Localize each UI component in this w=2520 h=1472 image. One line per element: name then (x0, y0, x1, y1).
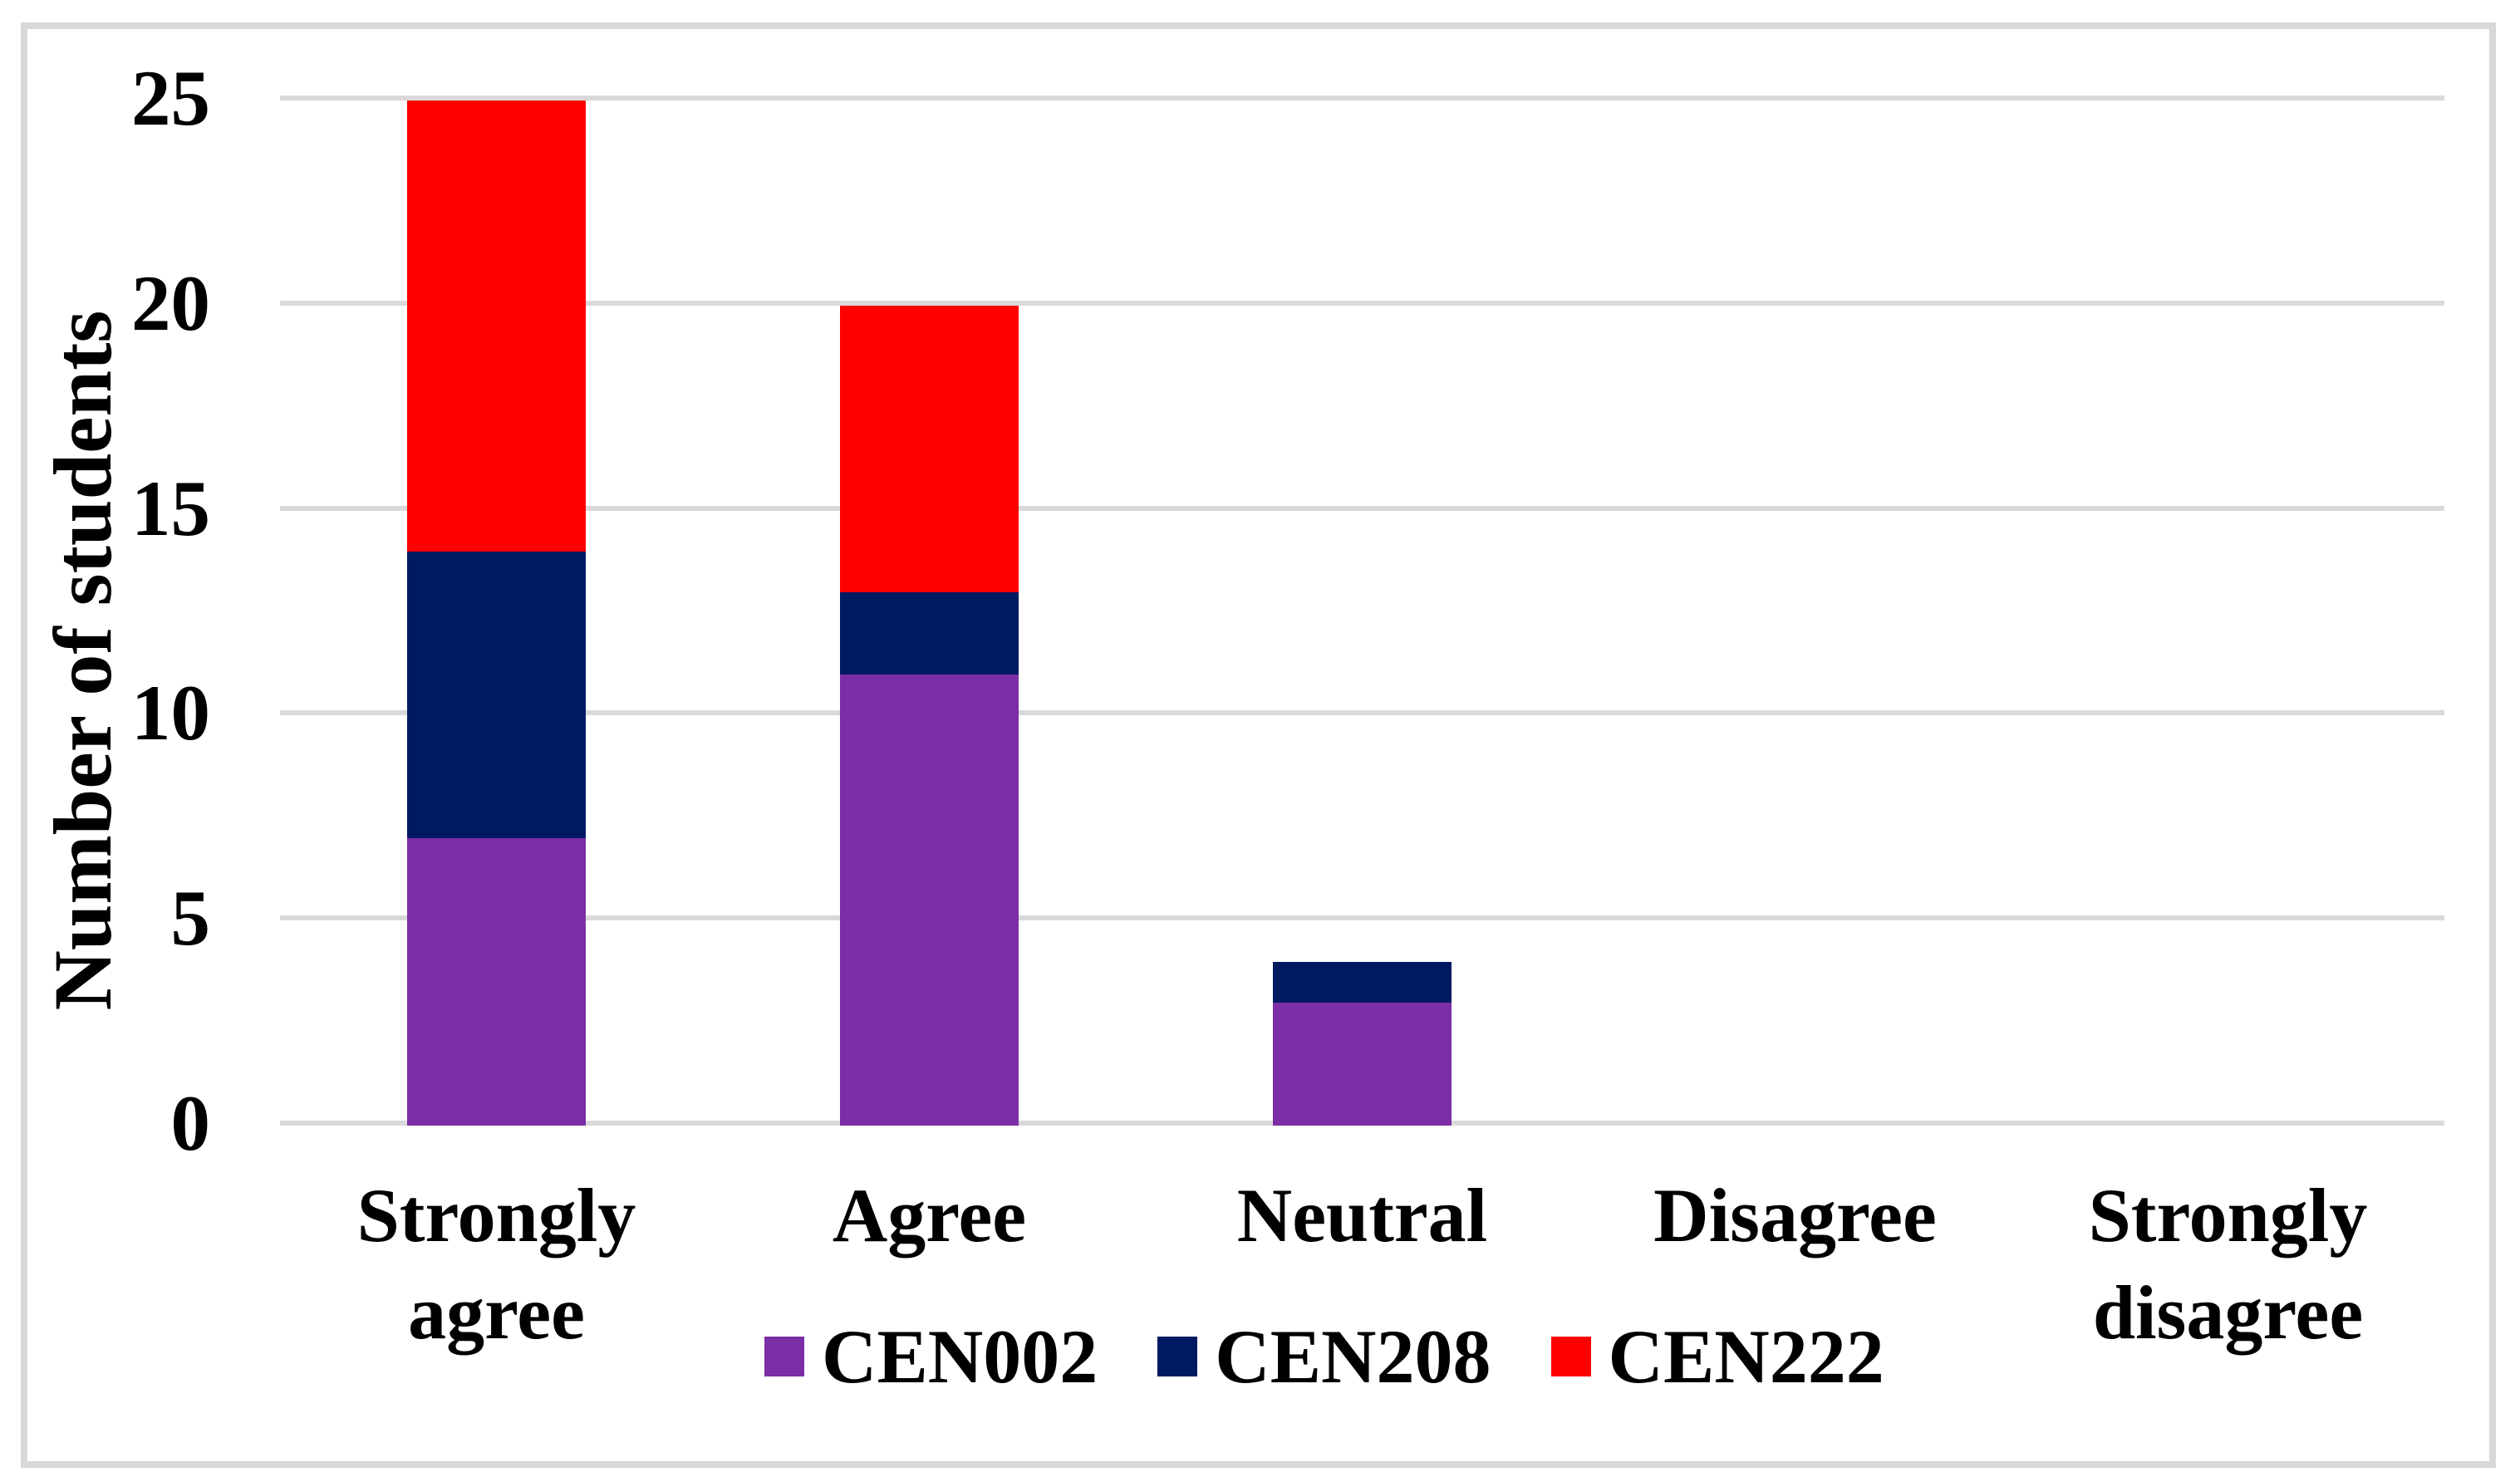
legend-swatch-cen222 (1550, 1337, 1591, 1376)
gridline-y-20 (280, 300, 2444, 306)
legend-item-cen002: CEN002 (764, 1315, 1098, 1398)
x-axis-label-agree: Agree (832, 1173, 1027, 1258)
bar-segment-cen222-agree (840, 305, 1019, 593)
x-axis-label-disagree: Disagree (1653, 1173, 1937, 1258)
bar-segment-cen208-strongly-agree (407, 551, 586, 839)
gridline-y-5 (280, 915, 2444, 921)
bar-segment-cen002-neutral (1273, 1002, 1452, 1126)
legend-label-cen002: CEN002 (822, 1314, 1098, 1399)
bar-segment-cen208-agree (840, 592, 1019, 675)
bar-segment-cen002-agree (840, 675, 1019, 1126)
y-tick-label-20: 20 (131, 258, 210, 347)
bar-stack-agree (840, 305, 1019, 1126)
gridline-y-15 (280, 505, 2444, 511)
legend-item-cen222: CEN222 (1550, 1314, 1884, 1399)
bar-segment-cen222-strongly-agree (407, 101, 586, 552)
x-axis-label-neutral: Neutral (1236, 1173, 1488, 1258)
legend-swatch-cen208 (1157, 1337, 1198, 1376)
gridline-y-10 (280, 710, 2444, 716)
legend-swatch-cen002 (764, 1337, 804, 1376)
legend-item-cen208: CEN208 (1157, 1315, 1491, 1398)
bar-segment-cen002-strongly-agree (407, 838, 586, 1126)
x-axis-label-strongly-agree: Strongly agree (356, 1173, 636, 1355)
y-tick-label-25: 25 (131, 54, 210, 142)
y-tick-label-15: 15 (131, 464, 210, 552)
x-axis-label-strongly-disagree: Strongly disagree (2088, 1173, 2368, 1355)
y-tick-label-10: 10 (131, 669, 210, 758)
bar-stack-neutral (1273, 961, 1452, 1126)
gridline-y-25 (280, 96, 2444, 101)
y-tick-label-5: 5 (170, 874, 211, 963)
legend-label-cen208: CEN208 (1215, 1314, 1491, 1399)
bar-stack-strongly-agree (407, 101, 586, 1126)
y-tick-label-0: 0 (170, 1079, 211, 1167)
bar-segment-cen208-neutral (1273, 961, 1452, 1003)
legend-label-cen222: CEN222 (1608, 1314, 1884, 1399)
legend: CEN002 CEN208 CEN222 (764, 1315, 1884, 1398)
